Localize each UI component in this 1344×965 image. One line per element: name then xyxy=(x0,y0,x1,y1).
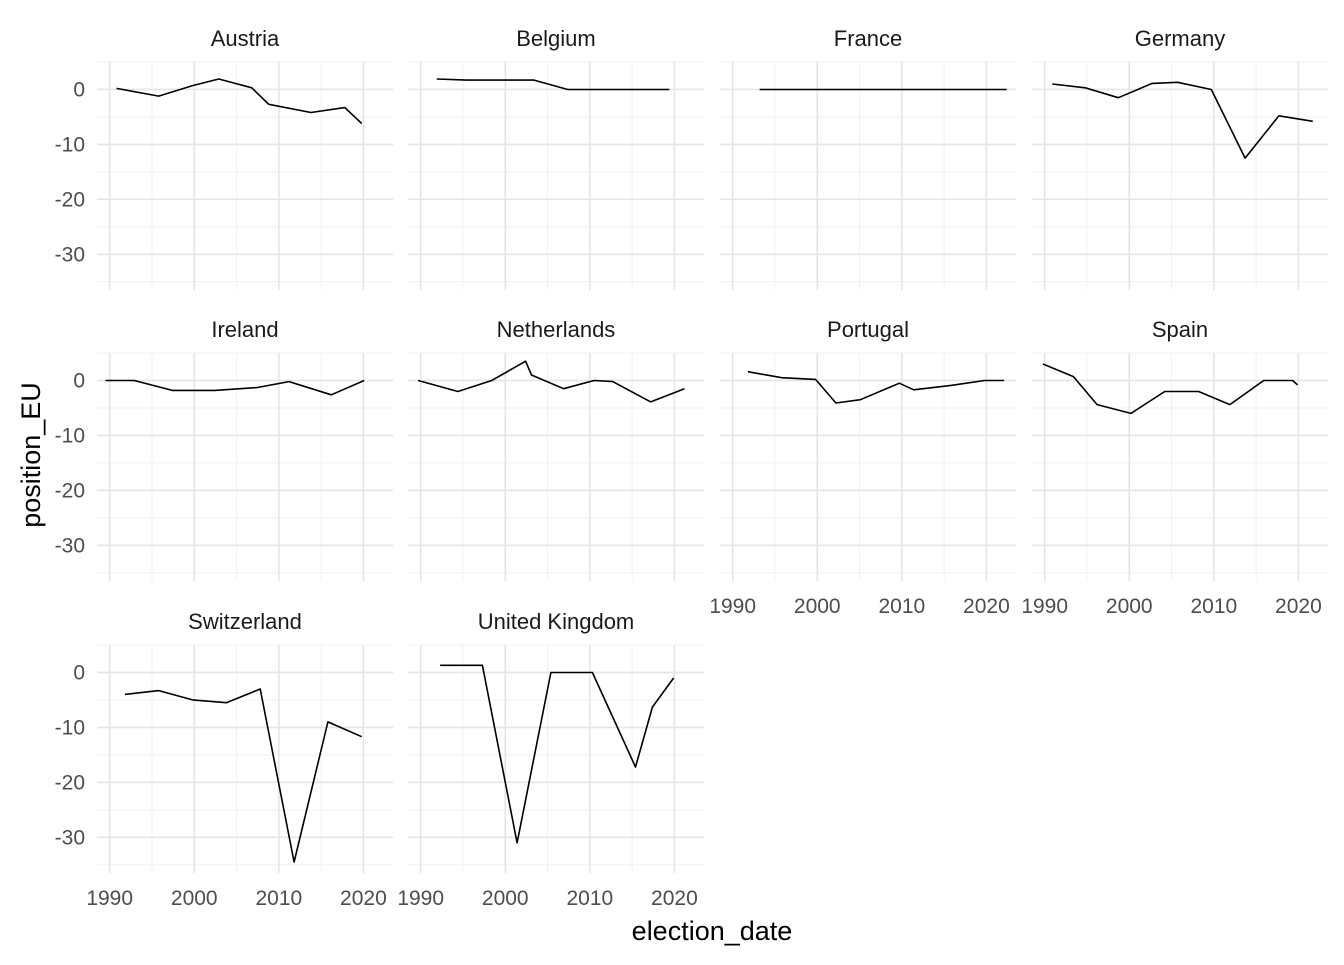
y-tick-label: -20 xyxy=(55,479,85,502)
x-tick-label: 2010 xyxy=(255,887,302,910)
series-line-belgium xyxy=(436,78,670,91)
x-tick-label: 2010 xyxy=(566,887,613,910)
y-tick-label: 0 xyxy=(73,661,85,684)
series-line-ireland xyxy=(105,379,365,396)
y-tick-label: -30 xyxy=(55,826,85,849)
facet-title-germany: Germany xyxy=(1135,26,1225,51)
y-tick-label: -10 xyxy=(55,133,85,156)
x-tick-label: 1990 xyxy=(1021,595,1068,618)
y-tick-label: -20 xyxy=(55,188,85,211)
facet-title-spain: Spain xyxy=(1152,317,1208,342)
x-tick-label: 2000 xyxy=(794,595,841,618)
x-tick-label: 1990 xyxy=(709,595,756,618)
series-line-netherlands xyxy=(417,360,685,403)
series-line-austria xyxy=(116,78,363,125)
x-tick-label: 2010 xyxy=(878,595,925,618)
series-line-germany xyxy=(1052,81,1313,159)
facet-panel-united-kingdom: United Kingdom 1990 2000 2010 2020 xyxy=(397,609,704,910)
facet-panel-germany: Germany xyxy=(1032,26,1328,290)
facet-panel-austria: Austria 0 -10 -20 -30 xyxy=(55,26,393,290)
facet-panel-france: France xyxy=(720,26,1016,290)
series-line-united-kingdom xyxy=(440,664,675,844)
x-tick-label: 2000 xyxy=(1106,595,1153,618)
facet-title-austria: Austria xyxy=(211,26,280,51)
facet-title-france: France xyxy=(834,26,902,51)
y-tick-label: -30 xyxy=(55,534,85,557)
facet-panel-spain: Spain 1990 2000 2010 2020 xyxy=(1021,317,1328,618)
y-tick-label: -10 xyxy=(55,716,85,739)
y-tick-label: -10 xyxy=(55,424,85,447)
facet-title-ireland: Ireland xyxy=(211,317,278,342)
series-line-portugal xyxy=(747,370,1005,404)
facet-title-portugal: Portugal xyxy=(827,317,909,342)
y-tick-label: 0 xyxy=(73,369,85,392)
y-tick-label: 0 xyxy=(73,78,85,101)
series-line-spain xyxy=(1042,363,1299,415)
x-tick-label: 2020 xyxy=(651,887,698,910)
facet-title-united-kingdom: United Kingdom xyxy=(478,609,635,634)
x-tick-label: 2000 xyxy=(482,887,529,910)
facet-panel-portugal: Portugal 1990 2000 2010 2020 xyxy=(709,317,1016,618)
y-tick-label: -20 xyxy=(55,771,85,794)
facet-panel-switzerland: Switzerland 0 -10 -20 -30 1990 2000 2010 2020 xyxy=(55,609,393,910)
x-tick-label: 1990 xyxy=(86,887,133,910)
x-tick-label: 1990 xyxy=(397,887,444,910)
facet-title-switzerland: Switzerland xyxy=(188,609,302,634)
x-tick-label: 2020 xyxy=(963,595,1010,618)
series-line-switzerland xyxy=(124,688,363,863)
y-axis-title: position_EU xyxy=(16,382,46,528)
facet-title-belgium: Belgium xyxy=(516,26,595,51)
facet-title-netherlands: Netherlands xyxy=(497,317,616,342)
facet-panel-netherlands: Netherlands xyxy=(408,317,704,581)
facet-panel-belgium: Belgium xyxy=(408,26,704,290)
y-tick-label: -30 xyxy=(55,243,85,266)
x-tick-label: 2020 xyxy=(1275,595,1322,618)
facet-panel-ireland: Ireland 0 -10 -20 -30 xyxy=(55,317,393,581)
x-tick-label: 2020 xyxy=(340,887,387,910)
x-axis-title: election_date xyxy=(632,916,793,946)
x-tick-label: 2010 xyxy=(1190,595,1237,618)
x-tick-label: 2000 xyxy=(171,887,218,910)
